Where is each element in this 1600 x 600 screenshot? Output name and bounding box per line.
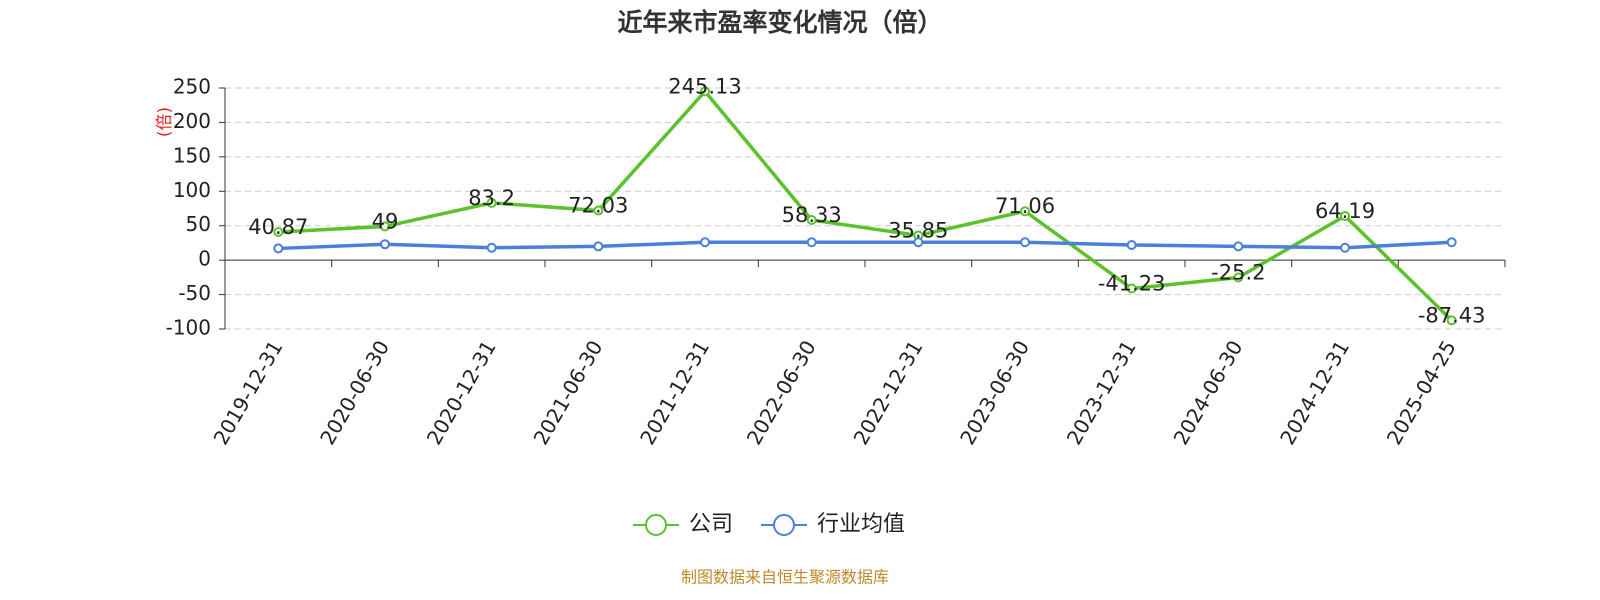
data-point: [806, 237, 817, 248]
y-tick-label: 50: [186, 212, 211, 236]
data-label: -41.23: [1098, 272, 1166, 296]
legend-label: 行业均值: [817, 512, 905, 537]
data-label: 58.33: [782, 203, 842, 227]
y-tick-label: 250: [173, 75, 211, 99]
x-tick-label: 2019-12-31: [209, 336, 288, 449]
legend-label: 公司: [689, 512, 733, 537]
data-point: [1020, 206, 1030, 217]
x-tick-label: 2023-12-31: [1062, 336, 1141, 449]
data-point: [486, 197, 497, 208]
data-point: [593, 205, 604, 216]
y-tick-label: 100: [173, 178, 211, 202]
data-point: [700, 237, 710, 248]
y-tick-label: 200: [173, 109, 211, 133]
x-tick-label: 2021-06-30: [529, 336, 608, 449]
data-point: [1446, 315, 1457, 326]
data-label: 72.03: [568, 194, 628, 218]
x-tick-label: 2022-06-30: [742, 336, 821, 449]
x-tick-label: 2022-12-31: [849, 336, 928, 449]
data-point: [380, 221, 390, 232]
chart-title: 近年来市盈率变化情况（倍）: [617, 8, 942, 37]
x-tick-label: 2024-06-30: [1169, 336, 1248, 449]
data-label: 49: [372, 209, 399, 233]
data-point: [1340, 210, 1350, 221]
data-label: 71.06: [995, 194, 1055, 218]
y-tick-label: 0: [198, 247, 211, 271]
y-tick-label: -50: [178, 281, 211, 305]
x-tick-label: 2024-12-31: [1275, 336, 1354, 449]
x-tick-label: 2020-12-31: [422, 336, 501, 449]
series-line: [278, 240, 1452, 251]
data-point: [1446, 237, 1457, 248]
data-label: -87.43: [1418, 303, 1486, 327]
legend-marker: [773, 514, 795, 536]
data-point: [273, 243, 284, 254]
data-point: [273, 227, 284, 238]
y-axis-label: (倍): [155, 107, 175, 137]
series-line: [278, 88, 1453, 322]
data-point: [486, 242, 497, 253]
x-tick-label: 2025-04-25: [1382, 336, 1461, 449]
data-label: 40.87: [248, 215, 308, 239]
data-point: [1020, 237, 1030, 248]
data-label: -25.2: [1211, 260, 1265, 284]
data-point: [1126, 239, 1137, 250]
data-point: [1233, 272, 1244, 283]
data-point: [1233, 241, 1244, 252]
data-point: [806, 214, 817, 225]
source-note: 制图数据来自恒生聚源数据库: [681, 568, 889, 587]
data-label: 245.13: [668, 74, 741, 98]
data-point: [700, 86, 710, 97]
legend-marker: [645, 514, 667, 536]
y-tick-label: -100: [166, 316, 211, 340]
x-tick-label: 2021-12-31: [635, 336, 714, 449]
data-point: [1126, 283, 1137, 294]
data-label: 83.2: [468, 186, 515, 210]
x-tick-label: 2023-06-30: [955, 336, 1034, 449]
y-tick-label: 150: [173, 143, 211, 167]
data-point: [913, 237, 924, 248]
x-tick-label: 2020-06-30: [315, 336, 394, 449]
data-point: [1340, 242, 1350, 253]
data-label: 64.19: [1315, 199, 1375, 223]
data-point: [380, 239, 390, 250]
data-point: [593, 241, 604, 252]
